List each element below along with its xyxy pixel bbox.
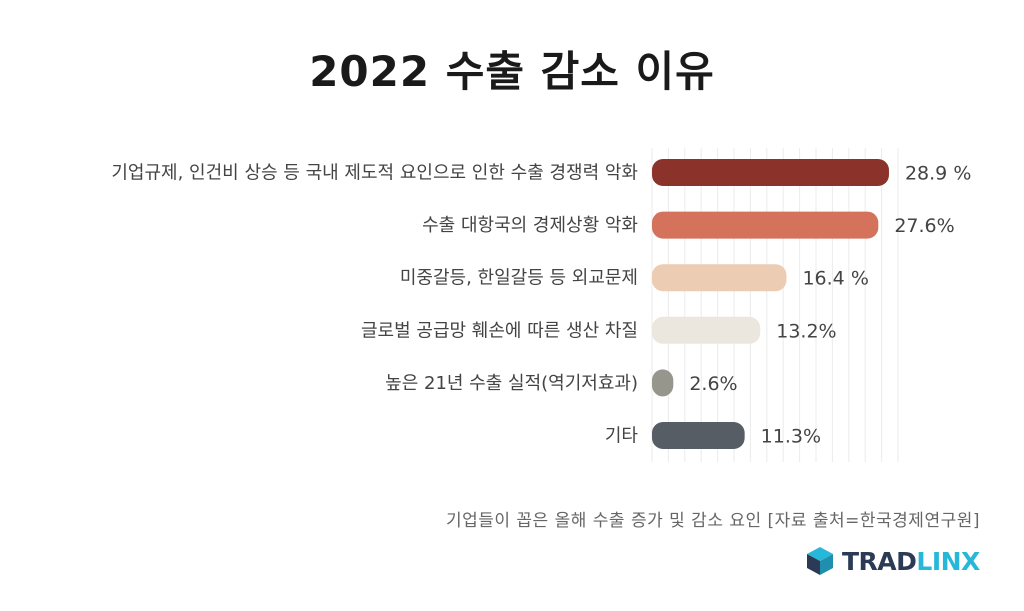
chart-title: 2022 수출 감소 이유: [309, 47, 715, 96]
value-labels: 28.9 % 27.6% 16.4 % 13.2% 2.6% 11.3%: [689, 163, 971, 448]
bar-chart: 기업규제, 인건비 상승 등 국내 제도적 요인으로 인한 수출 경쟁력 악화수…: [111, 148, 971, 462]
source-note: 기업들이 꼽은 올해 수출 증가 및 감소 요인 [자료 출처=한국경제연구원]: [445, 511, 980, 531]
category-label: 글로벌 공급망 훼손에 따른 생산 차질: [361, 320, 638, 341]
bar: [652, 159, 889, 186]
category-label: 기업규제, 인건비 상승 등 국내 제도적 요인으로 인한 수출 경쟁력 악화: [111, 163, 638, 184]
bar: [652, 211, 879, 239]
bar: [652, 422, 745, 449]
value-label: 27.6%: [894, 215, 954, 237]
value-label: 2.6%: [689, 373, 737, 395]
tradlinx-logo: TRADLINX: [804, 544, 994, 578]
bars: [652, 159, 889, 449]
category-label: 수출 대항국의 경제상황 악화: [422, 215, 638, 236]
bar: [652, 316, 761, 344]
cube-logo-icon: [807, 547, 833, 575]
gridlines: [651, 148, 899, 462]
value-label: 13.2%: [776, 320, 836, 342]
value-label: 11.3%: [761, 426, 821, 448]
category-labels: 기업규제, 인건비 상승 등 국내 제도적 요인으로 인한 수출 경쟁력 악화수…: [111, 163, 638, 447]
category-label: 미중갈등, 한일갈등 등 외교문제: [400, 268, 638, 289]
logo-text-part2: LINX: [916, 546, 980, 576]
logo-text: TRADLINX: [842, 547, 980, 576]
bar: [652, 369, 674, 397]
value-label: 28.9 %: [905, 163, 971, 185]
bar: [652, 264, 787, 292]
logo-text-part1: TRAD: [842, 546, 917, 576]
category-label: 기타: [605, 426, 639, 447]
category-label: 높은 21년 수출 실적(역기저효과): [385, 373, 638, 394]
value-label: 16.4 %: [802, 268, 868, 290]
